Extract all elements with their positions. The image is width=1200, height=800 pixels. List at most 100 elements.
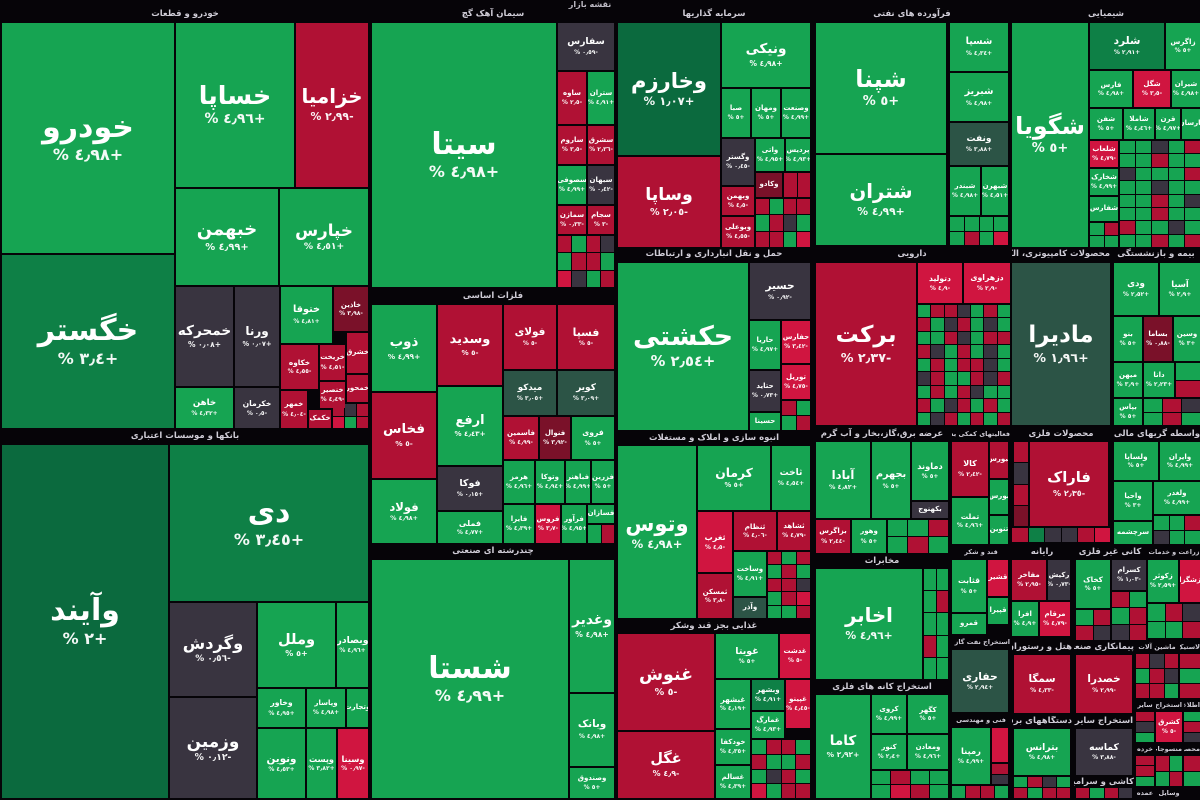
mini-tile[interactable]	[931, 358, 944, 372]
mini-tile[interactable]	[600, 236, 614, 253]
mini-tile[interactable]	[1184, 712, 1200, 722]
mini-tile[interactable]	[997, 399, 1010, 412]
tile-سمگا[interactable]: سمگا -٤٫٣٣ %	[1014, 655, 1070, 713]
mini-tile[interactable]	[1136, 654, 1150, 668]
mini-tile[interactable]	[1120, 207, 1136, 221]
mini-tile[interactable]	[1184, 221, 1200, 234]
mini-tile[interactable]	[1184, 181, 1200, 194]
mini-tile[interactable]	[766, 740, 781, 754]
tile-وکادو[interactable]: وکادو	[756, 173, 782, 197]
mini-tile[interactable]	[950, 217, 964, 231]
tile-خساپا[interactable]: خساپا +٤٫٩٦ %	[176, 23, 294, 187]
mini-tile[interactable]	[918, 305, 931, 318]
tile-ودی[interactable]: ودی +٢٫٥٢ %	[1114, 263, 1158, 315]
mini-tile[interactable]	[1136, 669, 1150, 683]
mini-tile[interactable]	[931, 399, 944, 412]
mini-tile[interactable]	[929, 785, 948, 798]
tile-فوکا[interactable]: فوکا +٠٫١٥ %	[438, 467, 502, 510]
mini-tile[interactable]	[944, 318, 957, 331]
tile-کسرام[interactable]: کسرام -١٫٠٣ %	[1112, 560, 1146, 590]
mini-tile[interactable]	[1168, 194, 1184, 207]
mini-tile[interactable]	[971, 385, 984, 399]
tile-سفارس[interactable]: سفارس -٠٫٥٩ %	[558, 23, 614, 70]
mini-tile[interactable]	[1185, 516, 1200, 530]
tile-ساوه[interactable]: ساوه -٢٫٥ %	[558, 72, 586, 124]
mini-tile[interactable]	[931, 385, 944, 399]
tile-ساروم[interactable]: ساروم -٣٫٥ %	[558, 126, 586, 164]
mini-tile[interactable]	[994, 231, 1008, 245]
mini-tile[interactable]	[1169, 530, 1185, 544]
mini-tile[interactable]	[997, 318, 1010, 331]
mini-tile[interactable]	[997, 345, 1010, 358]
mini-tile[interactable]	[992, 764, 1008, 774]
mini-tile[interactable]	[1094, 528, 1110, 542]
mini-tile[interactable]	[1144, 399, 1162, 412]
tile-خشرق[interactable]: خشرق	[347, 333, 368, 373]
tile-شلعاب[interactable]: شلعاب -٤٫٧٩ %	[1090, 141, 1118, 167]
mini-tile[interactable]	[1150, 654, 1164, 668]
mini-tile[interactable]	[797, 231, 810, 247]
mini-tile[interactable]	[1183, 621, 1200, 638]
mini-tile[interactable]	[1014, 777, 1028, 787]
tile-خکمک[interactable]: خکمک	[309, 410, 331, 428]
mini-tile[interactable]	[752, 754, 766, 769]
mini-tile[interactable]	[601, 525, 614, 543]
mini-tile[interactable]	[1184, 207, 1200, 221]
tile-ورنا[interactable]: ورنا +٠٫٠٧ %	[235, 287, 279, 386]
tile-سرچشمه[interactable]: سرچشمه	[1114, 522, 1152, 544]
tile-وبهمن[interactable]: وبهمن -٤٫٥ %	[722, 187, 754, 215]
mini-tile[interactable]	[929, 771, 948, 784]
mini-tile[interactable]	[796, 592, 810, 605]
tile-ولغدر[interactable]: ولغدر +٤٫٩٩ %	[1154, 482, 1200, 514]
tile-نبورس[interactable]: نبورس	[990, 442, 1008, 478]
mini-tile[interactable]	[782, 416, 796, 430]
mini-tile[interactable]	[994, 786, 1008, 798]
mini-tile[interactable]	[586, 270, 600, 287]
mini-tile[interactable]	[588, 525, 601, 543]
tile-سیتا[interactable]: سیتا +٤٫٩٨ %	[372, 23, 556, 287]
mini-tile[interactable]	[1118, 788, 1132, 798]
mini-tile[interactable]	[1156, 756, 1169, 771]
tile-غگل[interactable]: غگل -٤٫٩ %	[618, 732, 714, 798]
mini-tile[interactable]	[918, 345, 931, 358]
mini-tile[interactable]	[1112, 624, 1129, 640]
tile-کالا[interactable]: کالا -٢٫٤٢ %	[952, 442, 988, 496]
tile-شفن[interactable]: شفن +٥ %	[1090, 109, 1122, 139]
tile-خاهن[interactable]: خاهن +٤٫٣٢ %	[176, 388, 233, 428]
mini-tile[interactable]	[910, 771, 929, 784]
tile-ختوقا[interactable]: ختوقا +٤٫٨١ %	[281, 287, 332, 343]
mini-tile[interactable]	[1136, 181, 1152, 194]
mini-tile[interactable]	[783, 231, 797, 247]
tile-کویر[interactable]: کویر +٣٫٠٩ %	[558, 371, 614, 415]
tile-شبندر[interactable]: شبندر +٤٫٩٨ %	[950, 167, 980, 215]
tile-دتولید[interactable]: دتولید -٤٫٩ %	[918, 263, 962, 303]
mini-tile[interactable]	[984, 358, 997, 372]
mini-tile[interactable]	[1093, 610, 1110, 625]
tile-وگردش[interactable]: وگردش -٠٫٥٦ %	[170, 603, 256, 696]
mini-tile[interactable]	[1152, 221, 1168, 234]
mini-tile[interactable]	[796, 769, 810, 784]
tile-افرا[interactable]: افرا +٤٫٩ %	[1012, 602, 1038, 636]
tile-رمپنا[interactable]: رمپنا +٤٫٩٩ %	[952, 728, 990, 784]
tile-وبانک[interactable]: وبانک +٤٫٩٨ %	[570, 694, 614, 766]
mini-tile[interactable]	[769, 215, 783, 231]
mini-tile[interactable]	[756, 231, 769, 247]
mini-tile[interactable]	[1090, 235, 1104, 247]
mini-tile[interactable]	[944, 372, 957, 385]
mini-tile[interactable]	[984, 372, 997, 385]
mini-tile[interactable]	[1182, 412, 1200, 425]
mini-tile[interactable]	[918, 385, 931, 399]
mini-tile[interactable]	[1120, 221, 1136, 234]
mini-tile[interactable]	[1093, 625, 1110, 640]
tile-غپینو[interactable]: غپینو -٤٫٤٥ %	[786, 680, 810, 728]
mini-tile[interactable]	[924, 591, 936, 613]
tile-شلرد[interactable]: شلرد +٢٫٩١ %	[1090, 23, 1164, 69]
tile-خمحور[interactable]: خمحور	[347, 375, 368, 402]
mini-tile[interactable]	[1152, 207, 1168, 221]
mini-tile[interactable]	[1129, 624, 1146, 640]
tile-خصدرا[interactable]: خصدرا -٢٫٩٩ %	[1076, 655, 1132, 713]
tile-خاذین[interactable]: خاذین -٣٫٩٨ %	[334, 287, 368, 331]
tile-فخاس[interactable]: فخاس -٥ %	[372, 393, 436, 478]
mini-tile[interactable]	[1169, 771, 1182, 786]
mini-tile[interactable]	[1182, 399, 1200, 412]
